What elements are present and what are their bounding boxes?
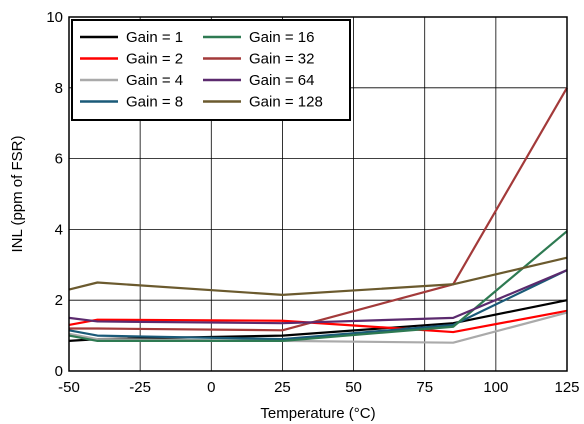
y-tick-label: 8 bbox=[55, 80, 63, 97]
y-tick-label: 10 bbox=[46, 9, 63, 26]
y-tick-label: 6 bbox=[55, 151, 63, 168]
series-line bbox=[68, 256, 568, 296]
x-tick-label: 25 bbox=[274, 379, 291, 396]
x-tick-label: 50 bbox=[345, 379, 362, 396]
legend-item: Gain = 2 bbox=[80, 51, 183, 68]
x-tick-label: -25 bbox=[129, 379, 151, 396]
legend-label: Gain = 2 bbox=[126, 51, 183, 68]
x-tick-label: 0 bbox=[207, 379, 215, 396]
legend-label: Gain = 8 bbox=[126, 94, 183, 111]
x-axis-title: Temperature (°C) bbox=[260, 405, 375, 422]
legend-label: Gain = 16 bbox=[249, 29, 314, 46]
legend-item: Gain = 32 bbox=[203, 51, 314, 68]
x-tick-label: 75 bbox=[416, 379, 433, 396]
legend-label: Gain = 128 bbox=[249, 94, 323, 111]
legend-item: Gain = 8 bbox=[80, 94, 183, 111]
x-tick-label: 125 bbox=[554, 379, 579, 396]
y-tick-label: 0 bbox=[55, 363, 63, 380]
legend-label: Gain = 64 bbox=[249, 72, 314, 89]
x-tick-label: 100 bbox=[483, 379, 508, 396]
y-tick-label: 4 bbox=[55, 221, 63, 238]
y-axis-title: INL (ppm of FSR) bbox=[9, 136, 26, 253]
y-tick-labels: 0 2 4 6 8 10 bbox=[46, 9, 63, 380]
legend-label: Gain = 32 bbox=[249, 51, 314, 68]
legend-item: Gain = 1 bbox=[80, 29, 183, 46]
legend-item: Gain = 128 bbox=[203, 94, 323, 111]
y-tick-label: 2 bbox=[55, 292, 63, 309]
legend-item: Gain = 4 bbox=[80, 72, 183, 89]
legend-label: Gain = 4 bbox=[126, 72, 183, 89]
series-layer bbox=[68, 87, 568, 344]
x-tick-label: -50 bbox=[58, 379, 80, 396]
legend-item: Gain = 16 bbox=[203, 29, 314, 46]
series-gain-128 bbox=[68, 256, 568, 296]
legend-item: Gain = 64 bbox=[203, 72, 314, 89]
plot-frame bbox=[68, 16, 568, 372]
legend-label: Gain = 1 bbox=[126, 29, 183, 46]
x-tick-labels: -50 -25 0 25 50 75 100 125 bbox=[58, 379, 579, 396]
legend: Gain = 1 Gain = 2 Gain = 4 Gain = 8 Gain = 1… bbox=[71, 19, 351, 121]
